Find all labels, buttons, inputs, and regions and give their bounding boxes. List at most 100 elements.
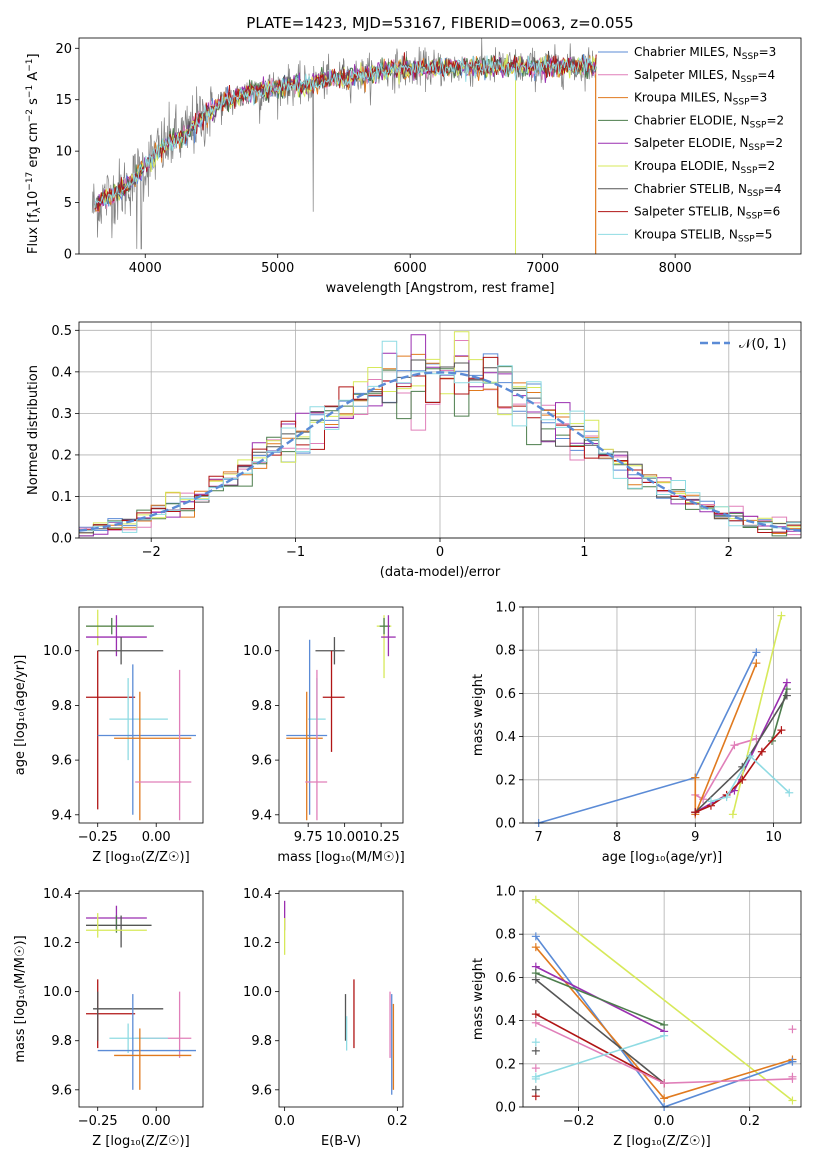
y-axis-label: mass weight	[471, 674, 486, 756]
legend-label: Kroupa ELODIE, NSSP=2	[634, 159, 775, 176]
x-tick-label: 9	[691, 830, 699, 845]
legend-label: Chabrier STELIB, NSSP=4	[634, 182, 782, 199]
y-tick-label: 9.4	[251, 808, 272, 823]
weight-line-chabrier_elodie	[535, 972, 665, 1026]
x-tick-label: −0.25	[78, 1114, 118, 1129]
weight-line-salpeter_miles	[694, 738, 757, 801]
x-tick-label: 0.2	[387, 1114, 408, 1129]
x-axis-label: wavelength [Angstrom, rest frame]	[326, 281, 555, 296]
x-axis-label: E(B-V)	[321, 1134, 361, 1149]
legend-label-suffix: =2	[757, 159, 775, 173]
y-tick-label: 10.0	[43, 644, 72, 659]
axes-frame	[522, 606, 802, 824]
y-tick-label: 0.2	[495, 1057, 516, 1072]
x-tick-label: 10.00	[326, 830, 363, 845]
normal-curve	[79, 371, 801, 532]
weight-line-kroupa_miles	[694, 662, 758, 815]
legend-label-suffix: =2	[765, 136, 783, 150]
legend-label: Salpeter MILES, NSSP=4	[634, 68, 775, 85]
histogram-kroupa_stelib	[79, 340, 801, 533]
y-tick-label: 9.8	[251, 1034, 272, 1049]
y-tick-label: 9.4	[51, 808, 72, 823]
y-tick-label: 9.6	[51, 754, 72, 769]
legend-label-sub: SSP	[748, 143, 765, 153]
y-tick-label: 10.4	[43, 887, 72, 902]
x-tick-label: 10	[765, 830, 782, 845]
x-axis-label: mass [log₁₀(M/M☉)]	[277, 850, 404, 865]
y-tick-label: 10.4	[243, 887, 272, 902]
legend-label-main: Chabrier STELIB, N	[634, 182, 747, 196]
weight-line-chabrier_elodie	[771, 688, 788, 742]
legend-label-main: Salpeter MILES, N	[634, 68, 741, 82]
x-tick-label: 2	[725, 545, 733, 560]
y-tick-label: 0.8	[495, 644, 516, 659]
y-axis-label-part: −1	[25, 85, 35, 98]
weight-line-kroupa_stelib	[710, 754, 790, 803]
y-axis-label-part: Flux [f	[26, 213, 41, 254]
x-tick-label: −0.2	[563, 1114, 595, 1129]
mass_vs_Z-axes: −0.25 0.00 9.6 9.8 10.0 10.2 10.4 Z [log₁₀(Z/Z☉…	[13, 887, 204, 1149]
y-axis-label: mass weight	[471, 958, 486, 1040]
y-axis-label-part: A	[26, 72, 41, 85]
legend-label-sub: SSP	[747, 189, 764, 199]
legend-label-sub: SSP	[738, 234, 755, 244]
x-tick-label: 5000	[261, 261, 294, 276]
y-axis-label-part: −1	[25, 58, 35, 71]
weight_vs_Z-axes: −0.2 0.0 0.2 0.0 0.2 0.4 0.6 0.8 1.0 Z [log₁₀(Z/Z…	[471, 885, 802, 1149]
y-axis-label: age [log₁₀(age/yr)]	[13, 655, 28, 776]
weight-line-chabrier_stelib	[535, 978, 665, 1084]
y-axis-label: mass [log₁₀(M/M☉)]	[13, 935, 28, 1062]
x-tick-label: 0.00	[142, 830, 171, 845]
y-tick-label: 0	[64, 248, 72, 263]
axes-frame	[278, 606, 404, 824]
y-tick-label: 0.4	[495, 1014, 516, 1029]
spectrum-data-line	[91, 38, 597, 250]
y-tick-label: 9.6	[51, 1083, 72, 1098]
age_vs_mass-axes: 9.75 10.00 10.25 9.4 9.6 9.8 10.0 mass [log₁₀(M…	[243, 606, 405, 865]
x-tick-label: 0.0	[274, 1114, 295, 1129]
x-tick-label: 0	[436, 545, 444, 560]
x-tick-label: 7000	[526, 261, 559, 276]
axes-frame	[522, 890, 802, 1108]
y-tick-label: 5	[64, 196, 72, 211]
axes-frame	[78, 37, 802, 255]
y-tick-label: 9.6	[251, 1083, 272, 1098]
y-tick-label: 0.6	[495, 971, 516, 986]
legend-label-main: Salpeter STELIB, N	[634, 205, 746, 219]
y-tick-label: 0.5	[51, 324, 72, 339]
y-axis-label-part: λ	[32, 207, 43, 213]
legend-label-suffix: =5	[755, 227, 773, 241]
legend-label-sub: SSP	[741, 166, 758, 176]
x-axis-label: (data-model)/error	[380, 565, 501, 580]
legend-label: Salpeter STELIB, NSSP=6	[634, 205, 780, 222]
weight-line-chabrier_stelib	[694, 695, 788, 813]
y-tick-label: 20	[55, 42, 72, 57]
legend-label-suffix: =2	[766, 113, 784, 127]
x-axis-label: Z [log₁₀(Z/Z☉)]	[613, 1134, 710, 1149]
y-axis-label-part: −17	[25, 172, 35, 191]
legend-label-main: Salpeter ELODIE, N	[634, 136, 748, 150]
y-axis-label-part: 10	[26, 191, 41, 208]
y-tick-label: 0.8	[495, 928, 516, 943]
spectrum-title: PLATE=1423, MJD=53167, FIBERID=0063, z=0…	[246, 14, 633, 32]
x-tick-label: 1	[580, 545, 588, 560]
y-tick-label: 9.8	[51, 699, 72, 714]
y-tick-label: 0.4	[51, 365, 72, 380]
axes-frame	[78, 890, 204, 1108]
weight-line-salpeter_stelib	[535, 1013, 665, 1084]
y-tick-label: 10.0	[243, 644, 272, 659]
residuals-axes: −2 −1 0 1 2 0.0 0.1 0.2 0.3 0.4 0.5 (data-model)/er…	[26, 321, 802, 580]
axes-frame	[78, 321, 802, 539]
legend-label-sub: SSP	[750, 120, 767, 130]
y-tick-label: 10.0	[243, 985, 272, 1000]
legend-label: Chabrier ELODIE, NSSP=2	[634, 113, 784, 130]
y-tick-label: 9.6	[251, 754, 272, 769]
y-axis-label-part: erg cm	[26, 122, 41, 171]
y-tick-label: 0.0	[495, 1101, 516, 1116]
mass_vs_ebv-axes: 0.0 0.2 9.6 9.8 10.0 10.2 10.4 E(B-V)	[243, 887, 408, 1149]
x-tick-label: 4000	[129, 261, 162, 276]
y-axis-label-part: −2	[25, 109, 35, 122]
y-tick-label: 15	[55, 93, 72, 108]
